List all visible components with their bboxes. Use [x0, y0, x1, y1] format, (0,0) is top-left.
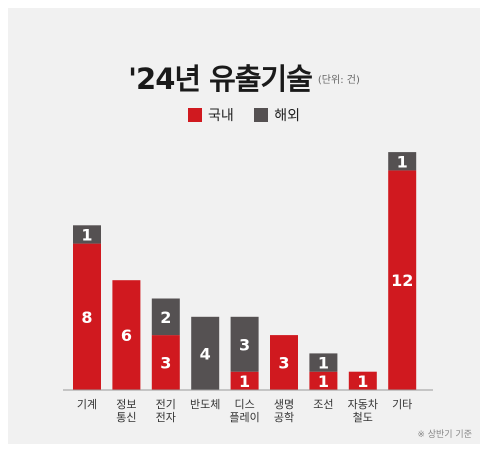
chart-panel: '24년 유출기술 (단위: 건) 국내 해외 8 1 기계 6 정보 통신 3 2 전기 전자 4 반… [8, 8, 480, 444]
title-row: '24년 유출기술 (단위: 건) [8, 56, 480, 98]
category-label-5: 생명 [274, 398, 294, 411]
data-label-overseas-4: 3 [239, 335, 250, 354]
bar-overseas-2 [151, 298, 180, 336]
bar-domestic-2 [151, 335, 180, 390]
category-label-5: 공학 [274, 411, 294, 424]
bar-domestic-7 [348, 371, 377, 390]
category-label-2: 전자 [156, 411, 176, 424]
legend-item-overseas: 해외 [254, 105, 300, 125]
category-label-7: 철도 [353, 411, 373, 424]
data-label-overseas-0: 1 [81, 225, 92, 244]
data-label-domestic-8: 12 [391, 271, 413, 290]
data-label-domestic-6: 1 [318, 372, 329, 391]
data-label-domestic-0: 8 [81, 308, 92, 327]
data-label-domestic-1: 6 [121, 326, 132, 345]
chart-title: '24년 유출기술 [128, 62, 313, 96]
legend-swatch-domestic [188, 108, 202, 122]
bar-overseas-8 [388, 152, 417, 171]
stacked-bar-chart: 81기계6정보통신32전기전자4반도체13디스플레이3생명공학11조선1자동차철… [63, 152, 433, 424]
category-label-4: 플레이 [229, 411, 259, 424]
data-label-domestic-4: 1 [239, 372, 250, 391]
bar-domestic-8 [388, 170, 417, 390]
bar-domestic-6 [309, 371, 338, 390]
bar-overseas-6 [309, 353, 338, 372]
data-label-overseas-2: 2 [160, 308, 171, 327]
bar-domestic-0 [73, 243, 101, 390]
category-label-3: 반도체 [190, 398, 220, 411]
bar-domestic-4 [230, 371, 259, 390]
data-label-domestic-2: 3 [160, 354, 171, 373]
legend-swatch-overseas [254, 108, 269, 122]
bar-overseas-0 [73, 225, 101, 244]
bar-overseas-3 [191, 316, 220, 390]
data-label-overseas-6: 1 [318, 354, 329, 373]
legend: 국내 해외 [8, 105, 480, 125]
category-label-0: 기계 [77, 398, 97, 411]
data-label-domestic-7: 1 [357, 372, 368, 391]
category-label-7: 자동차 [348, 398, 378, 411]
legend-label-domestic: 국내 [208, 108, 234, 124]
data-label-overseas-3: 4 [200, 344, 211, 363]
legend-item-domestic: 국내 [188, 105, 234, 125]
footnote: ※ 상반기 기준 [417, 430, 472, 440]
bar-domestic-1 [112, 280, 141, 390]
data-label-domestic-5: 3 [278, 354, 289, 373]
unit-label: (단위: 건) [317, 75, 360, 86]
category-label-4: 디스 [234, 398, 254, 411]
bar-overseas-4 [230, 316, 259, 372]
bar-domestic-5 [270, 335, 298, 390]
category-label-6: 조선 [313, 398, 333, 411]
category-label-2: 전기 [156, 398, 176, 411]
legend-label-overseas: 해외 [274, 108, 300, 124]
category-label-8: 기타 [392, 398, 412, 411]
category-label-1: 통신 [116, 411, 136, 424]
category-label-1: 정보 [116, 398, 136, 411]
data-label-overseas-8: 1 [397, 152, 408, 171]
